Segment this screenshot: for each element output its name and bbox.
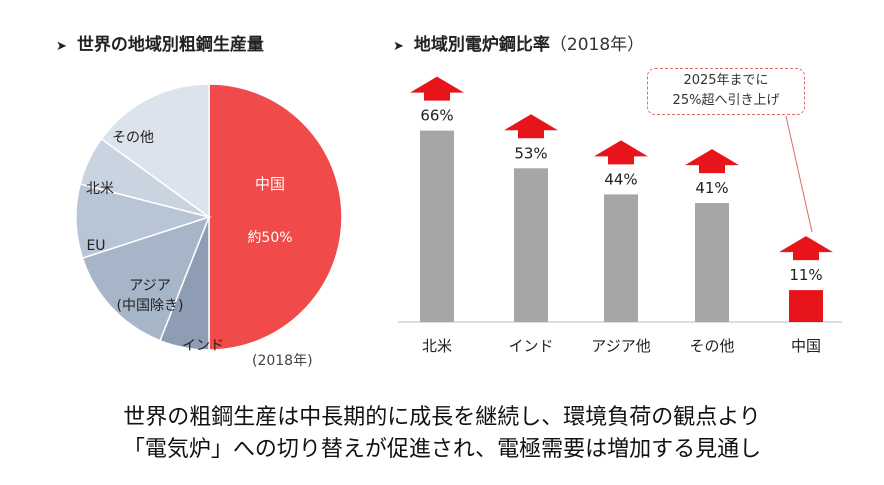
pie-slice-value: 約50%	[247, 230, 292, 246]
pie-slice-label: アジア	[129, 278, 170, 294]
summary-line-1: 世界の粗鋼生産は中長期的に成長を継続し、環境負荷の観点より	[123, 405, 761, 430]
up-arrow-icon	[594, 140, 648, 165]
bar-value-label: 66%	[420, 107, 453, 125]
bar	[514, 168, 548, 322]
bar	[789, 290, 823, 322]
bar-heading-year: （2018年）	[549, 35, 645, 55]
summary-line-2: 「電気炉」への切り替えが促進され、電極需要は増加する見通し	[122, 437, 762, 462]
pie-slice-label: 中国	[255, 175, 285, 193]
pie-slice-label: 北米	[86, 181, 114, 197]
pie-slice-label: インド	[182, 338, 224, 354]
callout-line-1: 2025年までに	[683, 73, 769, 88]
bullet-arrow-icon: ➤	[56, 39, 67, 54]
bar-category-label: アジア他	[591, 337, 650, 355]
bullet-arrow-icon: ➤	[393, 39, 404, 54]
bar-category-label: インド	[508, 337, 553, 355]
bar	[420, 130, 454, 322]
bar-heading-text: 地域別電炉鋼比率	[413, 35, 550, 55]
up-arrow-icon	[504, 114, 558, 139]
target-callout: 2025年までに 25%超へ引き上げ	[647, 68, 805, 115]
bar-chart-heading: ➤ 地域別電炉鋼比率（2018年）	[393, 30, 644, 55]
bar-category-label: 中国	[791, 337, 821, 355]
pie-slice	[100, 83, 210, 219]
pie-slice-label: (中国除き)	[117, 298, 184, 314]
bar-value-label: 41%	[695, 179, 728, 197]
pie-slice-label: EU	[86, 238, 105, 254]
pie-slice-label: その他	[112, 130, 154, 146]
callout-leader-line	[785, 115, 813, 233]
bar-value-label: 53%	[514, 144, 547, 162]
pie-slice	[208, 83, 343, 351]
bar-category-label: その他	[689, 337, 734, 355]
bar-category-label: 北米	[422, 337, 452, 355]
pie-chart-heading: ➤ 世界の地域別粗鋼生産量	[56, 30, 264, 55]
up-arrow-icon	[410, 76, 464, 101]
up-arrow-icon	[779, 236, 833, 261]
callout-line-2: 25%超へ引き上げ	[672, 93, 780, 108]
bar-value-label: 44%	[604, 170, 637, 188]
bar	[695, 203, 729, 322]
up-arrow-icon	[685, 149, 739, 174]
bar-value-label: 11%	[789, 266, 822, 284]
bar	[604, 194, 638, 322]
pie-year-note: (2018年)	[252, 353, 313, 369]
pie-heading-text: 世界の地域別粗鋼生産量	[76, 35, 264, 55]
